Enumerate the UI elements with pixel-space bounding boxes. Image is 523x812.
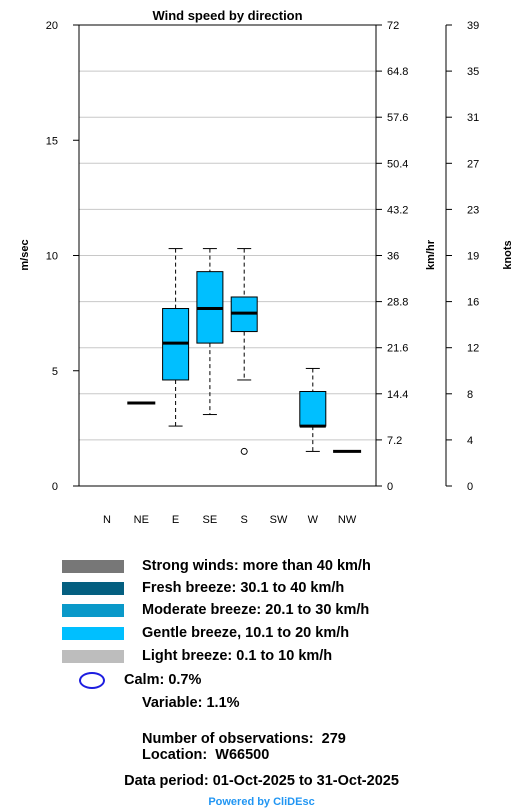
y-right-tick-label: 4 [467, 435, 473, 447]
calm-circle-icon [79, 671, 105, 689]
y-mid-axis-label: km/hr [425, 239, 437, 270]
y-right-tick-label: 12 [467, 343, 479, 355]
y-left-tick-label: 15 [46, 135, 58, 147]
y-left-axis-label: m/sec [19, 239, 31, 270]
y-right-tick-label: 35 [467, 66, 479, 78]
legend-label-fresh: Fresh breeze: 30.1 to 40 km/h [142, 580, 345, 596]
calm-label: Calm: 0.7% [124, 672, 202, 688]
legend-swatch-fresh [62, 581, 124, 595]
y-right-tick-label: 16 [467, 297, 479, 309]
legend-swatch-light [62, 649, 124, 663]
x-tick-label: E [172, 514, 179, 526]
y-right-axis-label: knots [502, 240, 514, 269]
y-mid-tick-label: 64.8 [387, 66, 408, 78]
legend-calm: Calm: 0.7% [62, 670, 201, 690]
y-left-tick-label: 20 [46, 20, 58, 32]
legend-swatch-moderate [62, 603, 124, 617]
y-right-tick-label: 23 [467, 204, 479, 216]
x-tick-label: S [241, 514, 248, 526]
legend-strong: Strong winds: more than 40 km/h [62, 556, 371, 576]
y-mid-tick-label: 50.4 [387, 158, 408, 170]
y-left-tick-label: 5 [52, 366, 58, 378]
y-right-tick-label: 8 [467, 389, 473, 401]
legend-label-light: Light breeze: 0.1 to 10 km/h [142, 648, 333, 664]
y-right-tick-label: 39 [467, 20, 479, 32]
legend-label-strong: Strong winds: more than 40 km/h [142, 558, 371, 574]
outlier-point [240, 447, 248, 455]
y-left-tick-label: 10 [46, 251, 58, 263]
variable-label: Variable: 1.1% [142, 695, 240, 711]
y-mid-tick-label: 36 [387, 251, 399, 263]
wind-boxplot-chart: Wind speed by direction 0 5 10 15 20 m/sec 0 7.2… [19, 8, 514, 526]
legend-light: Light breeze: 0.1 to 10 km/h [62, 646, 332, 666]
station-location: Location: W66500 [142, 747, 270, 763]
legend-fresh: Fresh breeze: 30.1 to 40 km/h [62, 578, 344, 598]
y-mid-tick-label: 28.8 [387, 297, 408, 309]
y-mid-tick-label: 14.4 [387, 389, 408, 401]
x-tick-label: NW [338, 514, 357, 526]
legend-swatch-gentle [62, 626, 124, 640]
y-left-tick-label: 0 [52, 481, 58, 493]
y-mid-tick-label: 0 [387, 481, 393, 493]
x-tick-label: SE [203, 514, 218, 526]
observations-count: Number of observations: 279 [142, 731, 346, 747]
x-tick-label: N [103, 514, 111, 526]
data-period: Data period: 01-Oct-2025 to 31-Oct-2025 [124, 773, 399, 789]
legend-label-gentle: Gentle breeze, 10.1 to 20 km/h [142, 625, 350, 641]
x-tick-label: SW [270, 514, 288, 526]
y-mid-tick-label: 72 [387, 20, 399, 32]
legend-moderate: Moderate breeze: 20.1 to 30 km/h [62, 600, 369, 620]
y-right-tick-label: 31 [467, 112, 479, 124]
y-mid-tick-label: 21.6 [387, 343, 408, 355]
chart-title: Wind speed by direction [152, 8, 302, 23]
x-tick-label: NE [134, 514, 149, 526]
legend-gentle: Gentle breeze, 10.1 to 20 km/h [62, 623, 349, 643]
legend-swatch-strong [62, 559, 124, 573]
y-right-tick-label: 0 [467, 481, 473, 493]
y-right-tick-label: 27 [467, 158, 479, 170]
y-mid-tick-label: 7.2 [387, 435, 402, 447]
powered-by-link[interactable]: Powered by CliDEsc [208, 796, 315, 808]
legend-label-moderate: Moderate breeze: 20.1 to 30 km/h [142, 602, 370, 618]
y-mid-tick-label: 43.2 [387, 204, 408, 216]
y-mid-tick-label: 57.6 [387, 112, 408, 124]
x-tick-label: W [308, 514, 319, 526]
legend-variable: Variable: 1.1% [62, 693, 240, 713]
box-body [299, 390, 327, 427]
y-right-tick-label: 19 [467, 251, 479, 263]
